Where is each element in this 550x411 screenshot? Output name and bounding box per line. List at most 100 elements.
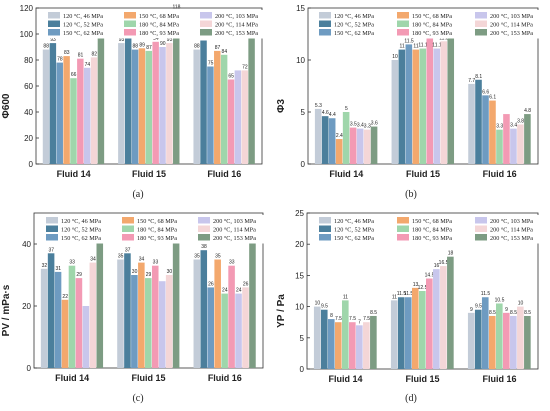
data-label: 4.6	[322, 110, 329, 116]
bar	[418, 291, 426, 369]
bar	[70, 78, 77, 164]
legend-label: 200 °C, 153 MPa	[215, 30, 258, 37]
y-tick-label: 80	[24, 56, 33, 65]
bar	[341, 300, 349, 369]
data-label: 8.5	[510, 310, 517, 316]
bar	[489, 100, 496, 164]
bar	[249, 237, 256, 368]
data-label: 10.5	[495, 297, 505, 303]
y-tick-label: 20	[22, 302, 31, 311]
legend-label: 180 °C, 93 MPa	[139, 30, 179, 37]
data-label: 3.6	[371, 121, 378, 127]
y-axis-label: PV / mPa·s	[1, 284, 12, 336]
bar	[328, 118, 336, 164]
legend-label: 200 °C, 153 MPa	[490, 30, 533, 37]
legend-label: 200 °C, 103 MPa	[490, 13, 533, 20]
data-label: 4.4	[329, 112, 336, 118]
bar	[349, 322, 356, 369]
data-label: 82	[91, 51, 97, 57]
bar	[151, 265, 159, 368]
bar	[131, 49, 139, 164]
data-label: 87	[146, 45, 152, 51]
legend-label: 200 °C, 114 MPa	[215, 22, 258, 29]
bar	[159, 47, 166, 164]
bar	[405, 44, 413, 164]
caption-b: (b)	[405, 189, 417, 200]
data-label: 32	[42, 263, 48, 269]
y-tick-label: 20	[24, 134, 33, 143]
y-tick-label: 25	[295, 209, 304, 218]
data-label: 22	[62, 294, 68, 300]
legend-label: 180 °C, 84 MPa	[412, 22, 452, 29]
y-tick-label: 5	[301, 108, 306, 117]
legend-box	[43, 215, 267, 244]
data-label: 78	[57, 57, 63, 63]
bar	[138, 262, 145, 368]
legend-label: 150 °C, 62 MPa	[334, 235, 374, 242]
data-label: 24	[236, 288, 242, 294]
bar	[47, 253, 55, 368]
y-axis-label: YP / Pa	[276, 294, 287, 328]
legend-swatch	[122, 234, 134, 241]
data-label: 14.5	[425, 273, 435, 279]
data-label: 74	[85, 62, 91, 68]
data-label: 8.5	[370, 310, 377, 316]
legend-label: 120 °C, 46 MPa	[334, 218, 374, 225]
bar	[488, 315, 496, 369]
bar	[510, 315, 517, 369]
bar	[124, 253, 131, 368]
bar	[56, 62, 63, 164]
caption-c: (c)	[132, 393, 144, 404]
legend-box	[45, 10, 269, 39]
data-label: 88	[43, 44, 49, 50]
data-label: 11	[413, 44, 418, 50]
data-label: 7.5	[349, 316, 356, 322]
data-label: 66	[71, 72, 77, 78]
data-label: 8	[330, 313, 333, 319]
bar	[404, 297, 412, 369]
data-label: 3.5	[350, 122, 357, 128]
legend-swatch	[122, 225, 134, 232]
bar	[61, 299, 69, 368]
data-label: 5.3	[315, 103, 322, 109]
y-tick-label: 0	[29, 160, 34, 169]
bar	[474, 309, 482, 369]
legend-swatch	[124, 12, 136, 19]
data-label: 10	[315, 301, 321, 307]
bar	[89, 262, 97, 368]
caption-d: (d)	[405, 393, 417, 404]
data-label: 83	[64, 50, 70, 56]
x-tick-label: Fluid 14	[55, 373, 89, 383]
data-label: 9	[505, 307, 508, 313]
bar	[200, 250, 208, 368]
data-label: 89	[139, 42, 145, 48]
bar	[193, 259, 201, 368]
y-tick-label: 0	[27, 364, 32, 373]
bar	[391, 60, 399, 164]
data-label: 30	[167, 269, 173, 275]
legend-box	[316, 215, 546, 244]
legend-label: 150 °C, 68 MPa	[412, 13, 452, 20]
data-label: 26	[208, 281, 214, 287]
legend-label: 150 °C, 62 MPa	[63, 30, 103, 37]
legend-swatch	[124, 29, 136, 36]
bar	[503, 312, 510, 369]
data-label: 33	[153, 260, 159, 266]
x-tick-label: Fluid 14	[57, 169, 91, 179]
panel-d-yp: 0 5 10 15 20 25 YP / Pa 10 9.5 8 7.5 11 7.5 7 7.5 8.5 Fl…	[275, 205, 550, 410]
data-label: 4.8	[524, 108, 531, 114]
x-tick-label: Fluid 15	[405, 374, 439, 384]
y-tick-label: 15	[295, 271, 304, 280]
legend-label: 180 °C, 93 MPa	[412, 30, 452, 37]
legend-swatch	[319, 234, 331, 241]
data-label: 10	[518, 301, 524, 307]
bar	[314, 108, 322, 164]
bar	[145, 278, 152, 368]
bar	[335, 139, 343, 164]
data-label: 12.5	[418, 285, 428, 291]
